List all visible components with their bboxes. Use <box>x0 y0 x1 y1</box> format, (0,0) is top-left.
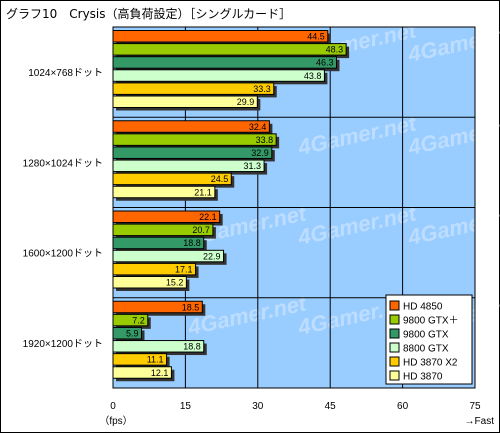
legend <box>385 294 473 385</box>
x-tick-label: 60 <box>397 401 409 412</box>
data-label: 21.1 <box>194 187 212 197</box>
data-label: 22.9 <box>203 251 221 261</box>
x-tick-label: 45 <box>325 401 337 412</box>
bar <box>112 120 270 133</box>
bar <box>112 95 258 108</box>
data-label: 24.5 <box>211 174 229 184</box>
category-label: 1920×1200ドット <box>23 339 103 350</box>
category-label: 1280×1024ドット <box>23 158 103 169</box>
chart-title: グラフ10 Crysis（高負荷設定）［シングルカード］ <box>6 6 291 21</box>
data-label: 20.7 <box>192 225 210 235</box>
data-label: 18.8 <box>183 342 201 352</box>
bar <box>112 146 273 159</box>
plot-border <box>112 26 476 389</box>
data-label: 33.3 <box>253 84 271 94</box>
bar <box>112 43 347 56</box>
x-axis-direction: →Fast <box>465 416 495 427</box>
legend-swatch <box>389 300 400 311</box>
x-tick-label: 15 <box>180 401 192 412</box>
data-label: 29.9 <box>237 97 255 107</box>
category-label: 1600×1200ドット <box>23 249 103 260</box>
data-label: 43.8 <box>304 71 322 81</box>
x-tick-label: 0 <box>110 401 116 412</box>
data-label: 31.3 <box>244 161 262 171</box>
data-label: 17.1 <box>175 264 193 274</box>
data-label: 18.8 <box>183 238 201 248</box>
data-label: 33.8 <box>256 135 274 145</box>
data-label: 32.9 <box>251 148 269 158</box>
legend-swatch <box>389 356 400 367</box>
legend-label: HD 4850 <box>403 302 443 313</box>
data-label: 48.3 <box>326 45 344 55</box>
data-label: 15.2 <box>166 278 184 288</box>
bar <box>112 133 277 146</box>
data-label: 46.3 <box>316 58 334 68</box>
data-label: 7.2 <box>132 315 145 325</box>
legend-label: HD 3870 X2 <box>403 358 458 369</box>
legend-label: 9800 GTX＋ <box>403 316 459 327</box>
legend-swatch <box>389 314 400 325</box>
bar <box>112 159 265 173</box>
x-axis-unit: （fps） <box>99 415 132 427</box>
data-label: 32.4 <box>249 122 267 132</box>
data-label: 12.1 <box>151 368 169 378</box>
data-label: 11.1 <box>147 355 164 365</box>
legend-swatch <box>389 342 400 353</box>
bar <box>112 69 325 82</box>
legend-swatch <box>389 328 400 339</box>
category-label: 1024×768ドット <box>28 68 103 79</box>
x-tick-label: 75 <box>469 401 481 412</box>
data-label: 5.9 <box>126 328 139 338</box>
legend-label: HD 3870 <box>403 372 443 383</box>
bar <box>112 30 329 43</box>
legend-swatch <box>389 370 400 381</box>
data-label: 18.5 <box>182 302 200 312</box>
data-label: 44.5 <box>307 32 325 42</box>
data-label: 22.1 <box>199 212 217 222</box>
bar <box>112 82 275 95</box>
legend-label: 9800 GTX <box>403 330 449 341</box>
legend-label: 8800 GTX <box>403 344 449 355</box>
bar <box>112 56 337 69</box>
x-tick-label: 30 <box>252 401 264 412</box>
